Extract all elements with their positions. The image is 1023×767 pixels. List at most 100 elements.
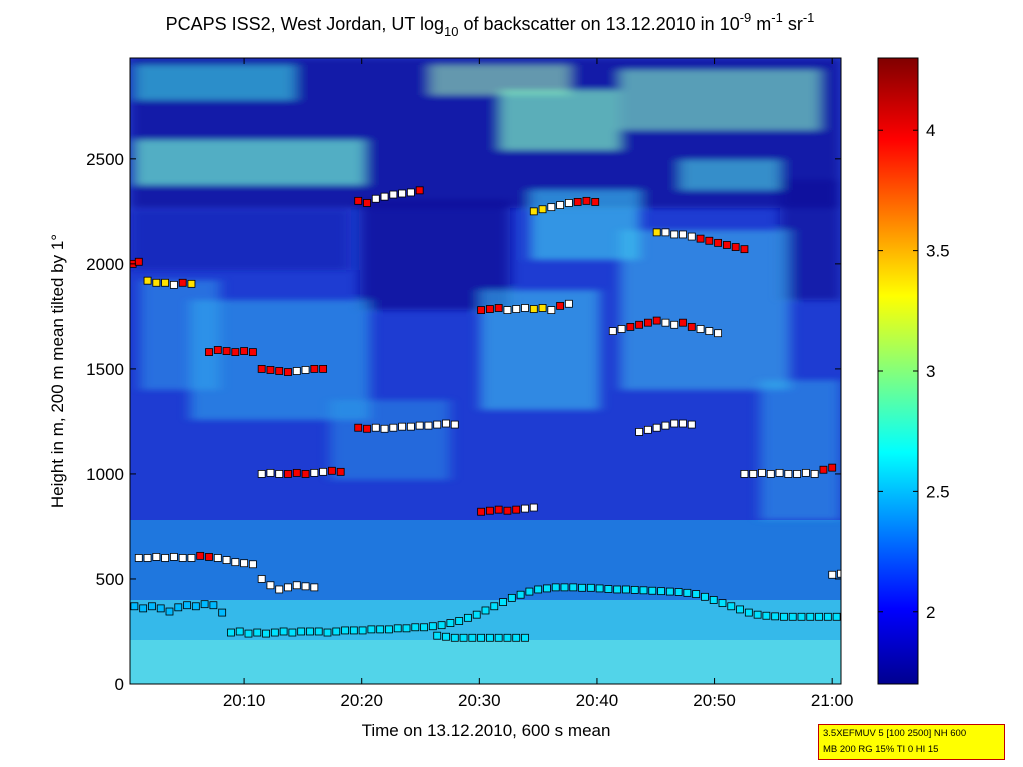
- layer-marker: [257, 364, 266, 373]
- layer-marker: [534, 585, 543, 594]
- layer-marker: [692, 590, 701, 598]
- layer-marker: [630, 585, 639, 594]
- x-tick-label: 20:10: [223, 691, 266, 710]
- layer-marker: [428, 622, 437, 631]
- layer-marker: [626, 322, 635, 331]
- layer-marker: [319, 467, 328, 476]
- y-tick-label: 500: [96, 570, 124, 589]
- x-tick-label: 20:20: [340, 691, 383, 710]
- layer-marker: [433, 631, 442, 640]
- layer-marker: [415, 186, 424, 195]
- layer-marker: [815, 612, 823, 621]
- layer-marker: [705, 236, 714, 245]
- layer-marker: [740, 470, 749, 478]
- layer-marker: [398, 422, 407, 431]
- layer-marker: [178, 554, 187, 562]
- layer-marker: [749, 470, 758, 478]
- layer-marker: [270, 628, 279, 637]
- layer-marker: [657, 587, 665, 596]
- x-axis-label: Time on 13.12.2010, 600 s mean: [362, 721, 611, 740]
- layer-marker: [793, 470, 802, 478]
- layer-marker: [683, 588, 692, 597]
- layer-marker: [714, 329, 723, 338]
- layer-marker: [551, 583, 560, 592]
- layer-marker: [310, 364, 319, 373]
- layer-marker: [490, 602, 499, 611]
- layer-marker: [670, 419, 679, 428]
- layer-marker: [393, 624, 402, 633]
- layer-marker: [227, 628, 235, 637]
- layer-marker: [385, 625, 393, 634]
- layer-marker: [709, 596, 718, 604]
- layer-marker: [819, 465, 828, 474]
- layer-marker: [564, 299, 573, 308]
- layer-marker: [275, 367, 284, 375]
- layer-marker: [130, 602, 139, 611]
- layer-marker: [788, 612, 797, 621]
- layer-marker: [358, 626, 367, 635]
- y-tick-label: 1500: [86, 360, 124, 379]
- layer-marker: [521, 633, 529, 642]
- layer-marker: [248, 560, 257, 569]
- x-axis: 20:10 20:20 20:30 20:40 20:50 21:00: [223, 58, 853, 710]
- layer-marker: [674, 588, 683, 596]
- layer-marker: [253, 628, 262, 637]
- layer-marker: [327, 466, 336, 475]
- layer-marker: [727, 602, 736, 611]
- layer-marker: [635, 320, 644, 329]
- layer-marker: [222, 347, 231, 355]
- layer-marker: [494, 304, 503, 312]
- layer-marker: [503, 633, 512, 642]
- x-tick-label: 20:40: [576, 691, 619, 710]
- layer-marker: [446, 619, 455, 627]
- layer-marker: [560, 583, 569, 592]
- layer-marker: [652, 316, 661, 325]
- y-tick-label: 1000: [86, 465, 124, 484]
- layer-marker: [736, 605, 744, 614]
- layer-marker: [257, 470, 266, 478]
- colorbar-ticks: 2 2.5 3 3.5 4: [878, 121, 950, 622]
- layer-marker: [152, 553, 161, 561]
- layer-marker: [336, 467, 345, 476]
- layer-marker: [178, 278, 187, 287]
- layer-marker: [266, 366, 275, 374]
- plot-frame: [129, 57, 842, 685]
- layer-marker: [499, 598, 507, 606]
- layer-marker: [319, 364, 328, 373]
- layer-marker: [310, 468, 319, 477]
- layer-marker: [205, 348, 213, 356]
- layer-marker: [354, 196, 363, 205]
- cloud-layer-markers: [130, 186, 841, 642]
- layer-marker: [485, 305, 494, 313]
- layer-marker: [262, 629, 270, 638]
- layer-marker: [161, 554, 170, 562]
- layer-marker: [617, 325, 626, 333]
- layer-marker: [604, 585, 613, 593]
- layer-marker: [183, 601, 191, 610]
- layer-marker: [696, 234, 705, 243]
- layer-marker: [665, 587, 674, 596]
- layer-marker: [213, 346, 222, 354]
- layer-marker: [284, 368, 292, 376]
- layer-marker: [543, 584, 551, 593]
- layer-marker: [464, 613, 472, 622]
- backscatter-field: [130, 58, 841, 684]
- layer-marker: [661, 318, 670, 327]
- layer-marker: [687, 420, 696, 429]
- y-tick-label: 2000: [86, 255, 124, 274]
- layer-marker: [139, 604, 148, 613]
- layer-marker: [477, 633, 486, 642]
- layer-marker: [687, 232, 696, 241]
- layer-marker: [266, 581, 275, 590]
- layer-marker: [472, 610, 481, 619]
- layer-marker: [806, 612, 815, 621]
- layer-marker: [529, 207, 538, 216]
- layer-marker: [512, 633, 521, 642]
- colorbar-tick-label: 3.5: [926, 242, 950, 261]
- layer-marker: [679, 419, 687, 428]
- layer-marker: [363, 424, 371, 433]
- layer-marker: [525, 587, 534, 596]
- layer-marker: [714, 238, 723, 247]
- x-tick-label: 20:30: [458, 691, 501, 710]
